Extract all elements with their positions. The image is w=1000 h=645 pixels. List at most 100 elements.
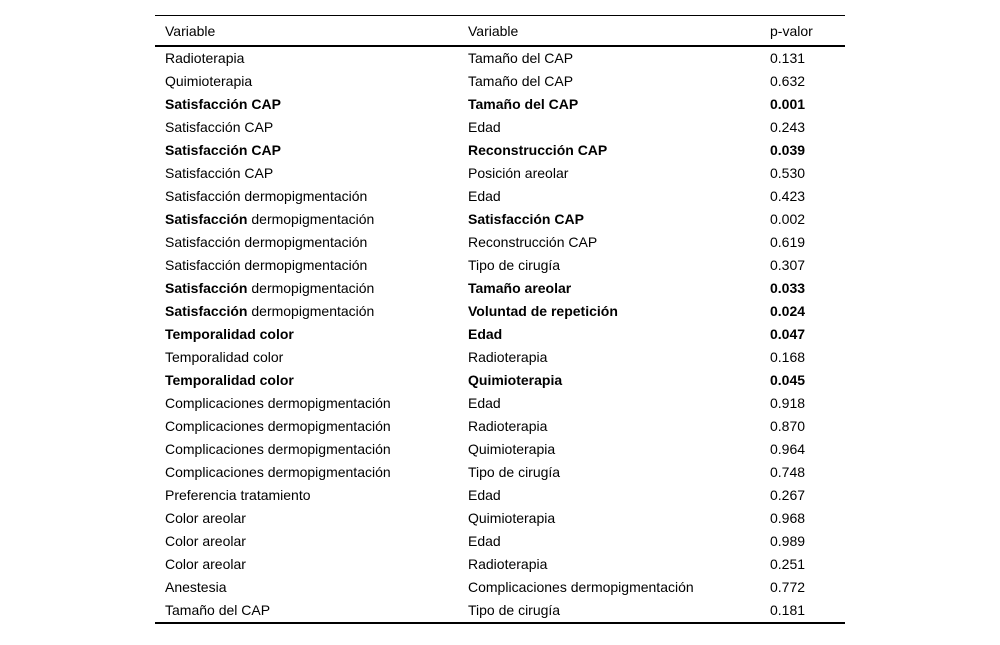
pvalue-cell: 0.168: [770, 349, 806, 365]
table-row: Radioterapia Tamaño del CAP 0.131: [155, 46, 845, 70]
table-row: Temporalidad color Edad 0.047: [155, 323, 845, 346]
pvalue-cell: 0.619: [770, 234, 806, 250]
variable2-cell: Tipo de cirugía: [468, 602, 561, 618]
variable1-cell: Satisfacción CAP: [165, 165, 274, 181]
variable2-cell: Satisfacción CAP: [468, 211, 584, 227]
table-row: Complicaciones dermopigmentación Edad 0.…: [155, 392, 845, 415]
statistics-table: Variable Variable p-valor Radioterapia T…: [155, 15, 845, 624]
table-row: Anestesia Complicaciones dermopigmentaci…: [155, 576, 845, 599]
variable1-cell: Satisfacción dermopigmentación: [165, 211, 375, 227]
pvalue-cell: 0.033: [770, 280, 806, 296]
variable1-cell: Complicaciones dermopigmentación: [165, 395, 391, 411]
variable1-cell: Satisfacción dermopigmentación: [165, 234, 368, 250]
pvalue-cell: 0.047: [770, 326, 806, 342]
pvalue-cell: 0.964: [770, 441, 806, 457]
table-row: Tamaño del CAP Tipo de cirugía 0.181: [155, 599, 845, 623]
table-row: Temporalidad color Radioterapia 0.168: [155, 346, 845, 369]
variable2-cell: Tamaño del CAP: [468, 50, 574, 66]
variable1-cell: Temporalidad color: [165, 372, 294, 388]
variable2-cell: Reconstrucción CAP: [468, 234, 598, 250]
table-row: Satisfacción CAP Edad 0.243: [155, 116, 845, 139]
table-row: Satisfacción dermopigmentación Tipo de c…: [155, 254, 845, 277]
variable2-cell: Tipo de cirugía: [468, 464, 561, 480]
variable1-cell: Satisfacción dermopigmentación: [165, 303, 375, 319]
table-row: Satisfacción dermopigmentación Edad 0.42…: [155, 185, 845, 208]
variable2-cell: Posición areolar: [468, 165, 569, 181]
table-row: Satisfacción CAP Reconstrucción CAP 0.03…: [155, 139, 845, 162]
variable1-cell: Complicaciones dermopigmentación: [165, 441, 391, 457]
pvalue-cell: 0.968: [770, 510, 806, 526]
variable2-cell: Tamaño areolar: [468, 280, 572, 296]
table-row: Satisfacción dermopigmentación Reconstru…: [155, 231, 845, 254]
table-body: Radioterapia Tamaño del CAP 0.131 Quimio…: [155, 46, 845, 623]
col-header-variable-2: Variable: [468, 15, 770, 47]
table-row: Temporalidad color Quimioterapia 0.045: [155, 369, 845, 392]
variable1-cell: Satisfacción dermopigmentación: [165, 280, 375, 296]
table-row: Satisfacción dermopigmentación Satisfacc…: [155, 208, 845, 231]
variable1-cell: Complicaciones dermopigmentación: [165, 464, 391, 480]
variable1-cell: Color areolar: [165, 510, 246, 526]
pvalue-cell: 0.024: [770, 303, 806, 319]
table-row: Satisfacción dermopigmentación Voluntad …: [155, 300, 845, 323]
pvalue-cell: 0.530: [770, 165, 806, 181]
table-row: Complicaciones dermopigmentación Tipo de…: [155, 461, 845, 484]
variable2-cell: Quimioterapia: [468, 372, 563, 388]
variable1-cell: Anestesia: [165, 579, 227, 595]
variable2-cell: Edad: [468, 395, 501, 411]
variable1-cell: Preferencia tratamiento: [165, 487, 311, 503]
pvalue-cell: 0.307: [770, 257, 806, 273]
variable1-cell: Satisfacción CAP: [165, 119, 274, 135]
variable1-cell: Temporalidad color: [165, 326, 294, 342]
variable1-cell: Tamaño del CAP: [165, 602, 271, 618]
pvalue-cell: 0.267: [770, 487, 806, 503]
table-row: Quimioterapia Tamaño del CAP 0.632: [155, 70, 845, 93]
variable2-cell: Edad: [468, 487, 501, 503]
variable2-cell: Reconstrucción CAP: [468, 142, 608, 158]
pvalue-cell: 0.918: [770, 395, 806, 411]
variable1-cell: Color areolar: [165, 556, 246, 572]
header-row: Variable Variable p-valor: [155, 15, 845, 47]
variable2-cell: Tamaño del CAP: [468, 96, 579, 112]
variable2-cell: Quimioterapia: [468, 441, 556, 457]
variable2-cell: Edad: [468, 326, 503, 342]
table-row: Color areolar Edad 0.989: [155, 530, 845, 553]
pvalue-cell: 0.002: [770, 211, 806, 227]
pvalue-cell: 0.045: [770, 372, 806, 388]
table-row: Satisfacción CAP Posición areolar 0.530: [155, 162, 845, 185]
variable1-cell: Satisfacción CAP: [165, 96, 281, 112]
variable1-cell: Satisfacción dermopigmentación: [165, 188, 368, 204]
variable2-cell: Edad: [468, 533, 501, 549]
pvalue-cell: 0.870: [770, 418, 806, 434]
pvalue-cell: 0.039: [770, 142, 806, 158]
table-row: Complicaciones dermopigmentación Radiote…: [155, 415, 845, 438]
variable2-cell: Tipo de cirugía: [468, 257, 561, 273]
pvalue-cell: 0.131: [770, 50, 806, 66]
table-row: Satisfacción dermopigmentación Tamaño ar…: [155, 277, 845, 300]
variable1-cell: Quimioterapia: [165, 73, 253, 89]
col-header-variable-1: Variable: [155, 15, 468, 47]
pvalue-cell: 0.989: [770, 533, 806, 549]
variable1-cell: Temporalidad color: [165, 349, 284, 365]
col-header-pvalue: p-valor: [770, 15, 845, 47]
table-row: Preferencia tratamiento Edad 0.267: [155, 484, 845, 507]
table-row: Satisfacción CAP Tamaño del CAP 0.001: [155, 93, 845, 116]
pvalue-cell: 0.632: [770, 73, 806, 89]
table-row: Color areolar Quimioterapia 0.968: [155, 507, 845, 530]
variable2-cell: Quimioterapia: [468, 510, 556, 526]
variable1-cell: Satisfacción dermopigmentación: [165, 257, 368, 273]
pvalue-cell: 0.748: [770, 464, 806, 480]
pvalue-cell: 0.772: [770, 579, 806, 595]
variable1-cell: Complicaciones dermopigmentación: [165, 418, 391, 434]
variable2-cell: Voluntad de repetición: [468, 303, 618, 319]
variable2-cell: Tamaño del CAP: [468, 73, 574, 89]
pvalue-cell: 0.423: [770, 188, 806, 204]
variable2-cell: Edad: [468, 119, 501, 135]
pvalue-cell: 0.251: [770, 556, 806, 572]
variable2-cell: Radioterapia: [468, 349, 548, 365]
variable1-cell: Color areolar: [165, 533, 246, 549]
variable2-cell: Complicaciones dermopigmentación: [468, 579, 694, 595]
table-row: Color areolar Radioterapia 0.251: [155, 553, 845, 576]
pvalue-cell: 0.181: [770, 602, 806, 618]
variable2-cell: Radioterapia: [468, 418, 548, 434]
